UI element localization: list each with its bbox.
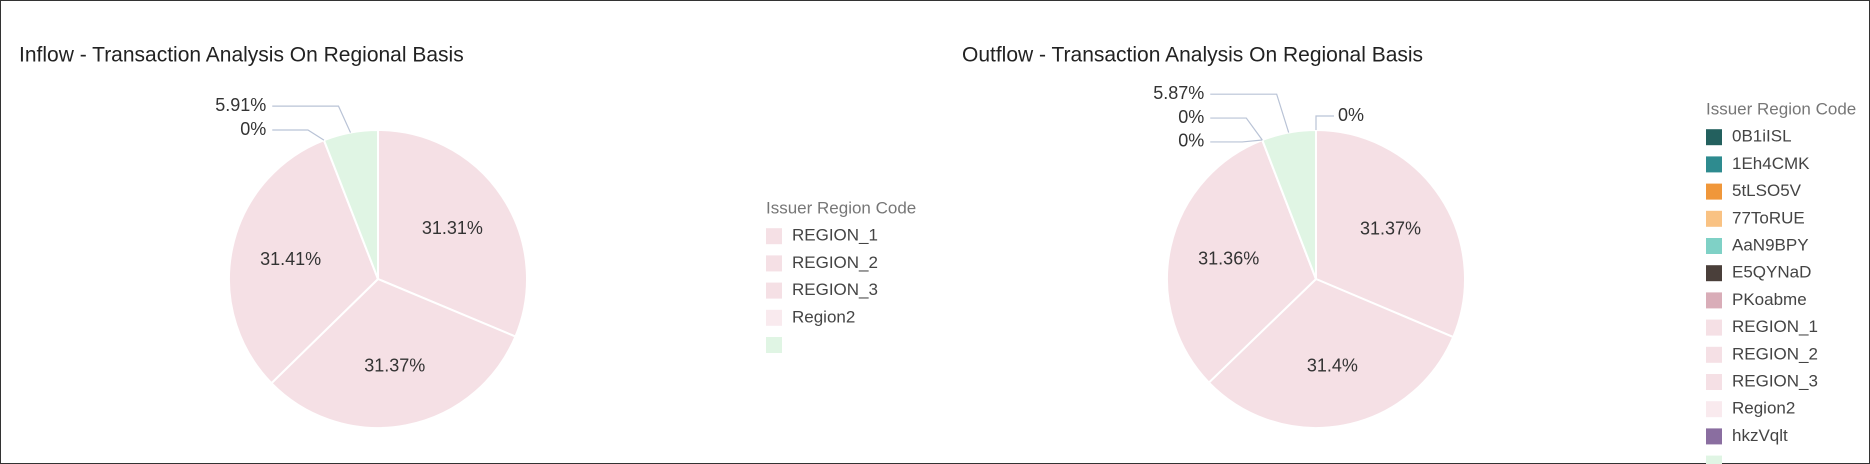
legend-label: 0B1iISL xyxy=(1732,127,1792,146)
data-label: 0% xyxy=(240,119,266,139)
legend-swatch xyxy=(766,255,782,272)
data-label: 31.41% xyxy=(260,249,321,269)
data-label: 5.91% xyxy=(215,95,266,115)
legend-label: Region2 xyxy=(792,307,855,326)
legend-swatch xyxy=(766,337,782,353)
legend-swatch xyxy=(766,309,782,326)
leader-line xyxy=(1210,93,1290,133)
pie-slice xyxy=(228,138,380,385)
legend-swatch xyxy=(1706,319,1722,336)
leader-line xyxy=(272,105,352,133)
data-label: 31.37% xyxy=(364,356,425,376)
legend-label: REGION_2 xyxy=(1732,344,1818,363)
data-label: 31.31% xyxy=(422,218,483,238)
legend-label: REGION_1 xyxy=(1732,317,1818,336)
pie-slice xyxy=(1315,128,1466,339)
legend-label: REGION_3 xyxy=(792,280,878,299)
legend-label: E5QYNaD xyxy=(1732,263,1811,282)
legend-swatch xyxy=(766,228,782,245)
legend-swatch xyxy=(1706,265,1722,282)
legend-label: 5tLSO5V xyxy=(1732,181,1802,200)
data-label: 0% xyxy=(1338,105,1364,125)
legend-swatch xyxy=(1706,210,1722,227)
legend-label: REGION_2 xyxy=(792,253,878,272)
legend-swatch xyxy=(1706,183,1722,200)
legend-label: REGION_3 xyxy=(1732,371,1818,390)
chart-title: Outflow - Transaction Analysis On Region… xyxy=(962,44,1423,67)
legend-swatch xyxy=(1706,238,1722,254)
legend-label: REGION_1 xyxy=(792,226,878,245)
pie-slice xyxy=(1207,277,1455,429)
leader-line xyxy=(1315,115,1334,130)
legend-swatch xyxy=(1706,428,1722,445)
chart-title: Inflow - Transaction Analysis On Regiona… xyxy=(19,44,464,67)
legend-swatch xyxy=(1706,129,1722,146)
data-label: 0% xyxy=(1178,107,1204,127)
legend-label: hkzVqlt xyxy=(1732,426,1788,445)
legend-label: AaN9BPY xyxy=(1732,235,1809,254)
legend-title: Issuer Region Code xyxy=(766,198,916,217)
legend-swatch xyxy=(766,282,782,299)
legend-swatch xyxy=(1706,401,1722,418)
data-label: 5.87% xyxy=(1153,83,1204,103)
legend-label: PKoabme xyxy=(1732,290,1807,309)
data-label: 31.36% xyxy=(1198,249,1259,269)
legend-swatch xyxy=(1706,455,1722,464)
data-label: 31.4% xyxy=(1307,356,1358,376)
legend-swatch xyxy=(1706,156,1722,173)
legend-label: 77ToRUE xyxy=(1732,208,1805,227)
legend-label: Region2 xyxy=(1732,399,1795,418)
legend-swatch xyxy=(1706,292,1722,309)
leader-line xyxy=(272,129,325,141)
legend-swatch xyxy=(1706,374,1722,390)
pie-slice xyxy=(1166,138,1318,384)
data-label: 31.37% xyxy=(1360,218,1421,238)
legend-swatch xyxy=(1706,346,1722,363)
leader-line xyxy=(1210,117,1263,141)
pie-slice xyxy=(377,128,528,338)
pie-slice xyxy=(270,277,517,429)
legend-label: 1Eh4CMK xyxy=(1732,154,1810,173)
data-label: 0% xyxy=(1178,131,1204,151)
leader-line xyxy=(1210,139,1263,143)
legend-title: Issuer Region Code xyxy=(1706,99,1856,118)
